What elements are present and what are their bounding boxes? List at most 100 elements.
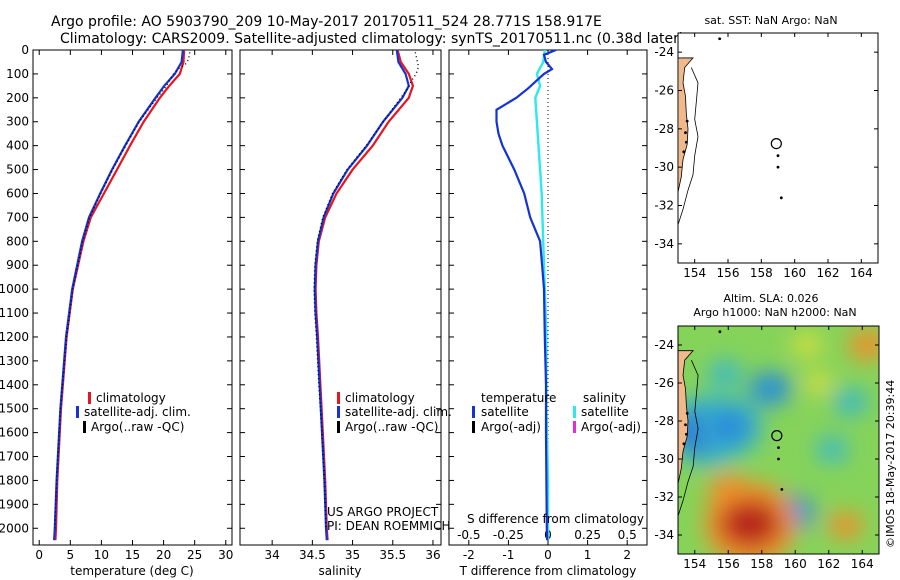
depth-tick-label: 1100 — [0, 306, 29, 320]
x-tick-label: 36 — [425, 548, 440, 562]
lat-tick-label: -34 — [654, 237, 674, 251]
imos-timestamp: ©IMOS 18-May-2017 20:39:44 — [884, 380, 897, 548]
depth-tick-label: 200 — [6, 91, 29, 105]
lat-tick-label: -28 — [654, 122, 674, 136]
anomaly-blob — [816, 436, 849, 463]
difference-legend: temperature satellite Argo(-adj) salinit… — [472, 391, 641, 434]
series-line-3 — [54, 52, 191, 529]
anomaly-blob — [804, 371, 833, 395]
anomaly-blobs — [678, 329, 879, 554]
depth-tick-label: 500 — [6, 163, 29, 177]
depth-tick-label: 1300 — [0, 354, 29, 368]
x-tick-label: 0 — [544, 548, 552, 562]
x-tick-label: 35.5 — [379, 548, 406, 562]
salinity-difference-axis-label: S difference from climatology — [467, 512, 644, 526]
anomaly-blob — [708, 473, 749, 506]
temperature-difference-axis-label: T difference from climatology — [459, 564, 637, 578]
header-line-2: Climatology: CARS2009. Satellite-adjuste… — [60, 31, 684, 47]
legend-label-climatology: climatology — [96, 391, 166, 405]
lon-tick-label: 156 — [717, 266, 740, 280]
lon-tick-label: 162 — [817, 557, 840, 571]
x-tick-label-salinity: -0.25 — [493, 528, 524, 542]
x-tick-label: 25 — [187, 548, 202, 562]
sla-map-title-line-1: Altim. SLA: 0.026 — [723, 292, 818, 305]
depth-tick-label: 300 — [6, 115, 29, 129]
series-line-2 — [313, 49, 410, 541]
series-line-1 — [314, 49, 415, 541]
nearby-profile-point — [776, 154, 780, 158]
depth-tick-label: 1800 — [0, 473, 29, 487]
coastal-point — [685, 412, 689, 415]
depth-tick-label: 1200 — [0, 330, 29, 344]
legend-swatch-argo — [337, 421, 340, 433]
lon-tick-label: 156 — [717, 557, 740, 571]
lon-tick-label: 162 — [817, 266, 840, 280]
lon-tick-label: 160 — [783, 266, 806, 280]
anomaly-blob — [828, 511, 863, 540]
temperature-legend: climatology satellite-adj. clim. Argo(..… — [76, 391, 191, 434]
x-tick-label: 34 — [265, 548, 280, 562]
legend-swatch-satellite — [337, 406, 340, 418]
anomaly-blob — [720, 499, 781, 548]
depth-axis: 0 100 200 300 400 500 600 700 800 900 1000 1100 1200… — [0, 43, 647, 535]
x-tick-label: -1 — [502, 548, 514, 562]
depth-tick-label: 800 — [6, 234, 29, 248]
header-line-1: Argo profile: AO 5903790_209 10-May-2017… — [51, 14, 602, 30]
legend-label-argo: Argo(..raw -QC) — [345, 420, 438, 434]
x-tick-label-salinity: -0.5 — [457, 528, 480, 542]
depth-tick-label: 600 — [6, 186, 29, 200]
depth-tick-label: 1900 — [0, 497, 29, 511]
x-tick-label: -2 — [463, 548, 475, 562]
project-label: US ARGO PROJECT — [327, 505, 439, 519]
salinity-series — [313, 49, 420, 541]
coastal-point — [684, 432, 688, 436]
depth-tick-label: 100 — [6, 67, 29, 81]
x-tick-label: 5 — [66, 548, 74, 562]
legend-swatch-salinity-argo — [573, 421, 576, 433]
depth-tick-label: 700 — [6, 210, 29, 224]
lat-tick-label: -30 — [654, 160, 674, 174]
legend-label-satellite: satellite-adj. clim. — [345, 405, 452, 419]
anomaly-blob — [704, 407, 753, 446]
lat-tick-label: -26 — [654, 376, 674, 390]
salinity-plot-frame — [239, 49, 442, 546]
legend-label-temperature-satellite: satellite — [481, 405, 529, 419]
salinity-legend: climatology satellite-adj. clim. Argo(..… — [337, 391, 452, 434]
legend-label-salinity-argo: Argo(-adj) — [581, 420, 641, 434]
series-line-2 — [53, 49, 184, 541]
depth-tick-label: 900 — [6, 258, 29, 272]
depth-contour — [677, 360, 699, 517]
lon-tick-label: 164 — [850, 266, 873, 280]
sla-map-title-line-2: Argo h1000: NaN h2000: NaN — [693, 306, 856, 319]
depth-tick-label: 0 — [21, 43, 29, 57]
anomaly-blob — [707, 359, 742, 388]
anomaly-blob — [749, 371, 792, 406]
coastal-point — [682, 442, 686, 446]
x-tick-label-salinity: 0.5 — [618, 528, 637, 542]
temperature-axis-label: temperature (deg C) — [70, 564, 193, 578]
lat-tick-label: -28 — [654, 414, 674, 428]
difference-series — [495, 48, 557, 545]
nearby-profile-point — [718, 330, 722, 334]
lat-tick-label: -32 — [654, 199, 674, 213]
lon-tick-label: 158 — [750, 557, 773, 571]
x-tick-label: 2 — [623, 548, 631, 562]
legend-swatch-satellite — [76, 406, 79, 418]
depth-tick-label: 1700 — [0, 450, 29, 464]
anomaly-blob — [848, 329, 879, 361]
lon-tick-label: 154 — [683, 266, 706, 280]
sst-map-content: 154 156 158 160 162 164 -24 -26 -28 -30 -32 -34 — [654, 33, 878, 280]
nearby-profile-point — [777, 446, 780, 449]
coastal-point — [684, 131, 687, 135]
legend-swatch-temperature-satellite — [472, 406, 475, 418]
salinity-difference-line — [534, 49, 550, 541]
lat-tick-label: -32 — [654, 490, 674, 504]
coastal-point — [682, 150, 686, 154]
profile-location-marker — [771, 430, 783, 442]
profile-location-marker — [770, 137, 782, 150]
salinity-x-axis: 34 34.5 35 35.5 36 — [265, 50, 441, 562]
nearby-profile-point — [777, 457, 780, 461]
legend-label-satellite: satellite-adj. clim. — [84, 405, 191, 419]
land-mass — [677, 57, 694, 263]
legend-label-salinity-satellite: satellite — [581, 405, 629, 419]
